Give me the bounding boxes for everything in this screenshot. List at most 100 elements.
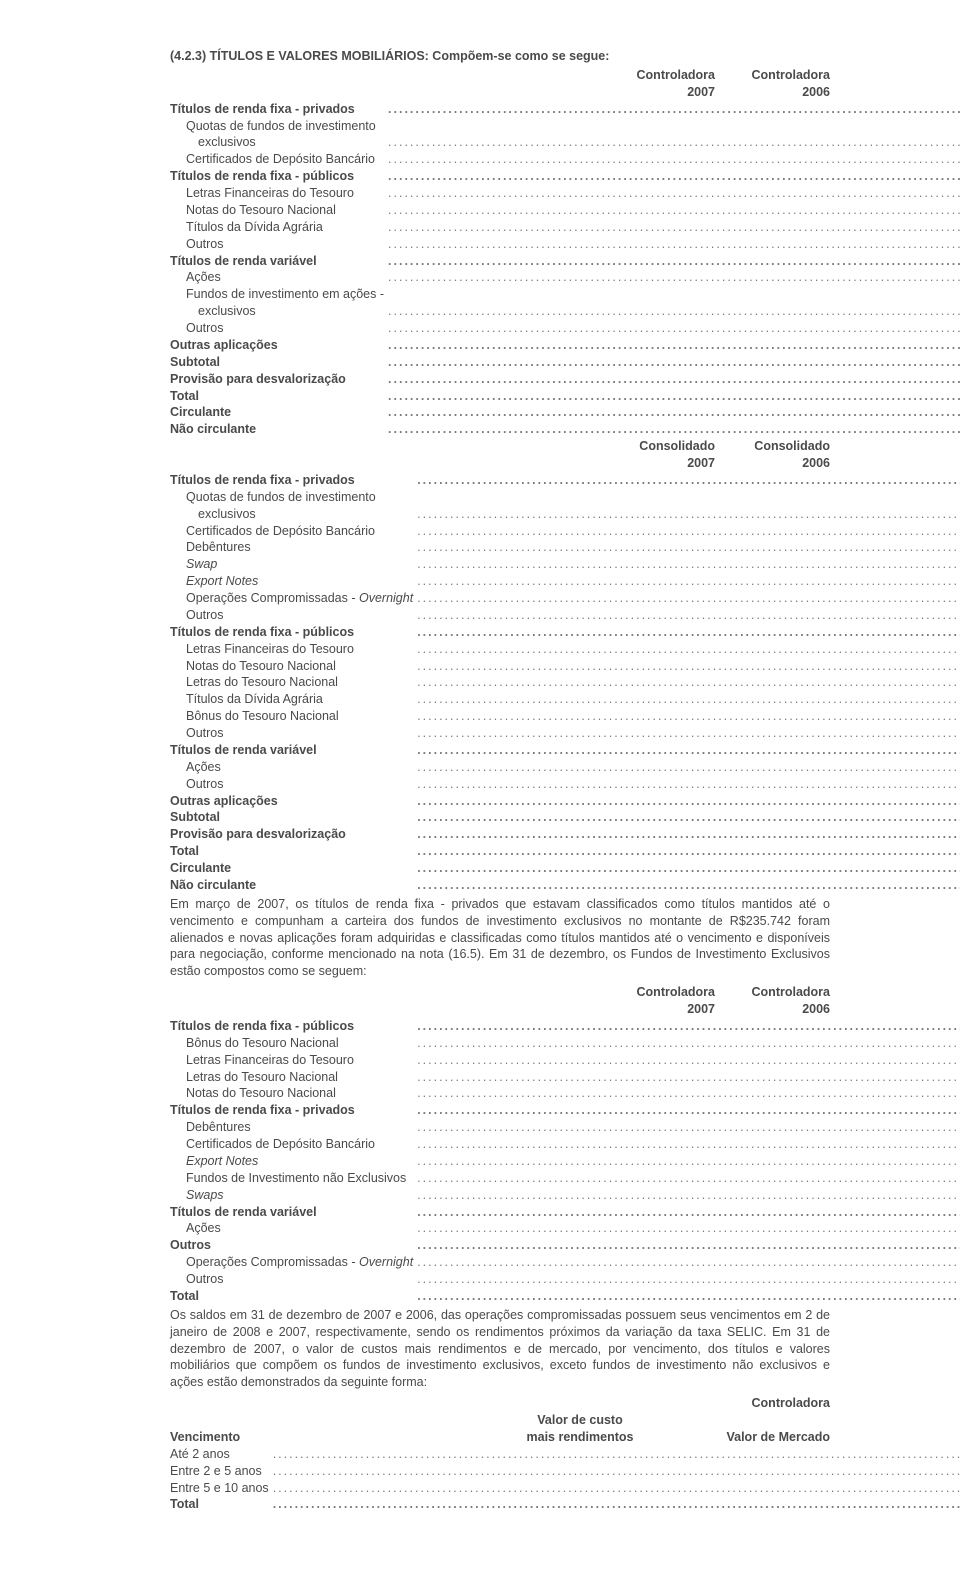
leader-dots — [417, 843, 960, 860]
table-row: exclusivos69.80576.844 — [170, 506, 960, 523]
leader-dots — [417, 1035, 960, 1052]
row-label: exclusivos — [170, 506, 417, 523]
paragraph-1: Em março de 2007, os títulos de renda fi… — [170, 896, 830, 980]
col-year: 2007 — [600, 1001, 715, 1018]
table-row: Não circulante424.633410.897 — [170, 421, 960, 438]
table-row: Total324.045324.045 — [170, 1496, 960, 1513]
row-label: Circulante — [170, 860, 417, 877]
table-row: Certificados de Depósito Bancário1.0181.… — [170, 1136, 960, 1153]
table-row: Outras aplicações1.7441.439 — [170, 337, 960, 354]
row-label: Não circulante — [170, 421, 388, 438]
table-row: Títulos da Dívida Agrária16.77918.949 — [170, 691, 960, 708]
leader-dots — [417, 826, 960, 843]
table-fundos-exclusivos: Títulos de renda fixa - públicos314.3776… — [170, 1018, 960, 1305]
table-row: Letras do Tesouro Nacional8.85635.252 — [170, 1069, 960, 1086]
leader-dots — [417, 725, 960, 742]
table-row: Operações Compromissadas - Overnight–30.… — [170, 1254, 960, 1271]
maturity-header-line2: Vencimento mais rendimentos Valor de Mer… — [170, 1429, 830, 1446]
table-row: Entre 5 e 10 anos121.269121.269 — [170, 1480, 960, 1497]
row-label: Letras Financeiras do Tesouro — [170, 641, 417, 658]
table-row: Letras Financeiras do Tesouro269.930159.… — [170, 1052, 960, 1069]
row-label: Total — [170, 1288, 417, 1305]
row-label: Ações — [170, 759, 417, 776]
table-row: Ações63.93677.845 — [170, 759, 960, 776]
table-row: Títulos de renda fixa - privados16.18538… — [170, 1102, 960, 1119]
table-row: Total330.499736.013 — [170, 1288, 960, 1305]
leader-dots — [417, 1018, 960, 1035]
leader-dots — [388, 134, 960, 151]
table-row: Operações Compromissadas - Overnight131.… — [170, 590, 960, 607]
table-maturity: Até 2 anos44.86744.867Entre 2 e 5 anos15… — [170, 1446, 960, 1514]
leader-dots — [417, 1288, 960, 1305]
leader-dots — [417, 708, 960, 725]
row-label: Provisão para desvalorização — [170, 826, 417, 843]
row-label: Notas do Tesouro Nacional — [170, 658, 417, 675]
leader-dots — [417, 556, 960, 573]
leader-dots — [417, 1170, 960, 1187]
table-row: Entre 2 e 5 anos157.909157.909 — [170, 1463, 960, 1480]
row-label: exclusivos — [170, 134, 388, 151]
table-consolidado: Títulos de renda fixa - privados668.9766… — [170, 472, 960, 894]
table-row: Total4.645.7823.927.536 — [170, 843, 960, 860]
leader-dots — [417, 1085, 960, 1102]
leader-dots — [417, 1204, 960, 1221]
leader-dots — [417, 523, 960, 540]
table-row: Letras Financeiras do Tesouro69.54257.98… — [170, 185, 960, 202]
row-label: Outros — [170, 725, 417, 742]
table-row: Outras aplicações2.2761.928 — [170, 793, 960, 810]
table-row: Ações–54.775 — [170, 1220, 960, 1237]
row-label: Notas do Tesouro Nacional — [170, 1085, 417, 1102]
table-row: exclusivos–73.498 — [170, 303, 960, 320]
leader-dots — [417, 573, 960, 590]
leader-dots — [417, 1271, 960, 1288]
table-row: Títulos de renda fixa - privados477.6818… — [170, 101, 960, 118]
leader-dots — [417, 1237, 960, 1254]
col-header: Consolidado — [715, 438, 830, 455]
table-row: Debêntures57.47321.180 — [170, 539, 960, 556]
table-row: Outros5319 — [170, 236, 960, 253]
leader-dots — [417, 539, 960, 556]
leader-dots — [417, 691, 960, 708]
leader-dots — [417, 590, 960, 607]
leader-dots — [417, 674, 960, 691]
row-label: Total — [170, 388, 388, 405]
row-label: Títulos da Dívida Agrária — [170, 691, 417, 708]
leader-dots — [388, 185, 960, 202]
row-label: Certificados de Depósito Bancário — [170, 1136, 417, 1153]
table-row: Até 2 anos44.86744.867 — [170, 1446, 960, 1463]
row-label: exclusivos — [170, 303, 388, 320]
maturity-top-right: Controladora — [170, 1395, 830, 1412]
leader-dots — [388, 320, 960, 337]
row-label: Total — [170, 1496, 273, 1513]
table-row: Outros1.2501.345 — [170, 320, 960, 337]
row-label: Títulos de renda fixa - privados — [170, 472, 417, 489]
row-label: Ações — [170, 1220, 417, 1237]
table-row: Subtotal986.289942.089 — [170, 354, 960, 371]
col-year: 2007 — [600, 455, 715, 472]
table-controladora: Títulos de renda fixa - privados477.6818… — [170, 101, 960, 439]
leader-dots — [417, 472, 960, 489]
table-row: Notas do Tesouro Nacional424.573– — [170, 202, 960, 219]
table-row: Swaps1.396– — [170, 1187, 960, 1204]
leader-dots — [417, 860, 960, 877]
table-row: Outros58443 — [170, 725, 960, 742]
leader-dots — [417, 1119, 960, 1136]
row-label: Circulante — [170, 404, 388, 421]
table-row: Circulante561.480530.851 — [170, 404, 960, 421]
leader-dots — [388, 404, 960, 421]
row-label: Outros — [170, 236, 388, 253]
col-year: 2006 — [715, 1001, 830, 1018]
row-label: Ações — [170, 269, 388, 286]
table-row: Títulos de renda fixa - públicos314.3776… — [170, 1018, 960, 1035]
table-row: Ações11.159887 — [170, 269, 960, 286]
leader-dots — [417, 641, 960, 658]
row-label: Outros — [170, 1271, 417, 1288]
table-row: Provisão para desvalorização(1.063)(559) — [170, 826, 960, 843]
row-label: Outros — [170, 1237, 417, 1254]
leader-dots — [417, 877, 960, 894]
table-row: Títulos de renda fixa - privados668.9766… — [170, 472, 960, 489]
table-row: Quotas de fundos de investimento — [170, 489, 960, 506]
paragraph-2: Os saldos em 31 de dezembro de 2007 e 20… — [170, 1307, 830, 1391]
row-label: Total — [170, 843, 417, 860]
row-label: Entre 5 e 10 anos — [170, 1480, 273, 1497]
